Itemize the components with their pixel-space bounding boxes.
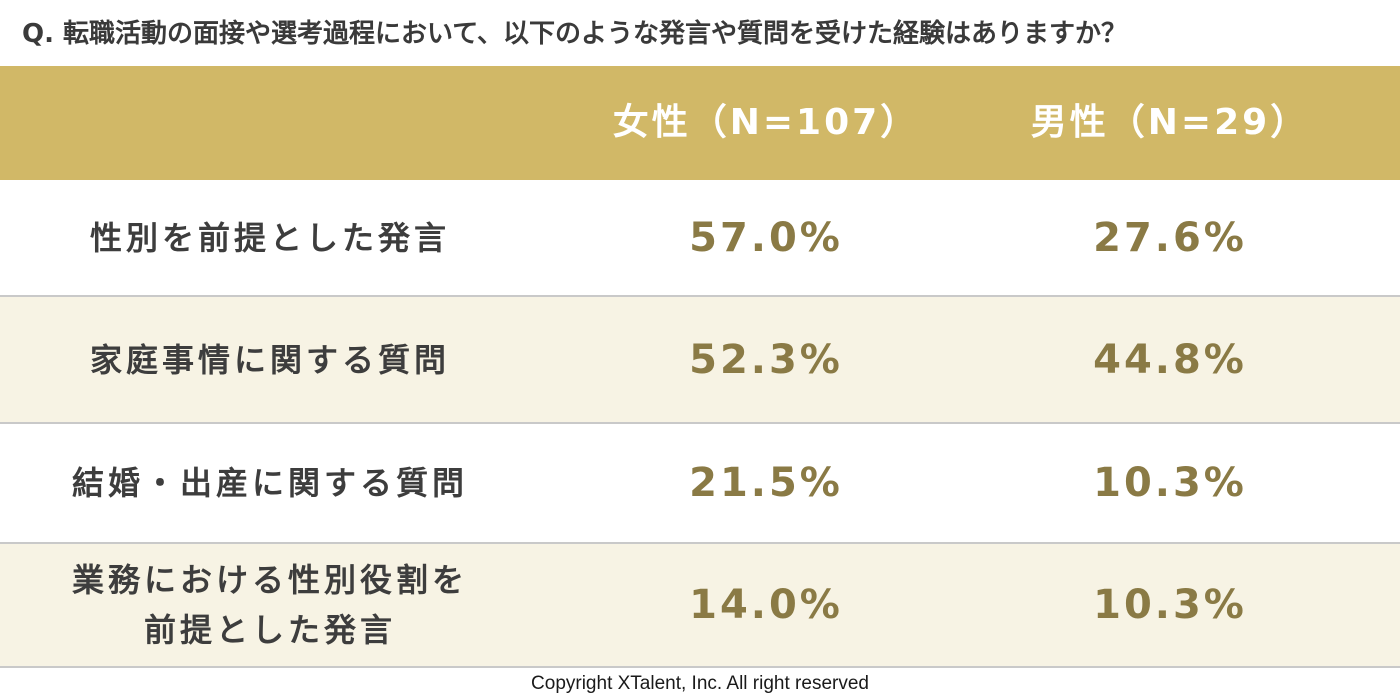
value-female: 14.0% bbox=[689, 582, 843, 628]
column-header-female: 女性（N=107） bbox=[612, 102, 920, 143]
table-header: 女性（N=107） 男性（N=29） bbox=[0, 66, 1400, 180]
value-male: 44.8% bbox=[1093, 336, 1247, 383]
row-label: 家庭事情に関する質問 bbox=[89, 340, 450, 379]
table-row: 性別を前提とした発言 57.0% 27.6% bbox=[0, 180, 1400, 297]
row-label: 結婚・出産に関する質問 bbox=[71, 464, 468, 502]
value-female: 21.5% bbox=[689, 460, 843, 506]
value-male: 10.3% bbox=[1093, 582, 1247, 628]
value-male: 10.3% bbox=[1093, 460, 1247, 506]
table-row: 業務における性別役割を 前提とした発言 14.0% 10.3% bbox=[0, 544, 1400, 668]
table-row: 結婚・出産に関する質問 21.5% 10.3% bbox=[0, 424, 1400, 544]
value-male: 27.6% bbox=[1093, 214, 1247, 261]
copyright-footer: Copyright XTalent, Inc. All right reserv… bbox=[531, 673, 869, 694]
value-female: 57.0% bbox=[689, 214, 843, 261]
column-header-male: 男性（N=29） bbox=[1030, 102, 1310, 143]
value-female: 52.3% bbox=[689, 336, 843, 383]
table-body: 性別を前提とした発言 57.0% 27.6% 家庭事情に関する質問 52.3% … bbox=[0, 180, 1400, 668]
question-title: Q. 転職活動の面接や選考過程において、以下のような発言や質問を受けた経験はあり… bbox=[22, 19, 1127, 49]
row-label: 性別を前提とした発言 bbox=[89, 218, 450, 257]
table-row: 家庭事情に関する質問 52.3% 44.8% bbox=[0, 297, 1400, 424]
row-label: 業務における性別役割を 前提とした発言 bbox=[71, 561, 468, 649]
